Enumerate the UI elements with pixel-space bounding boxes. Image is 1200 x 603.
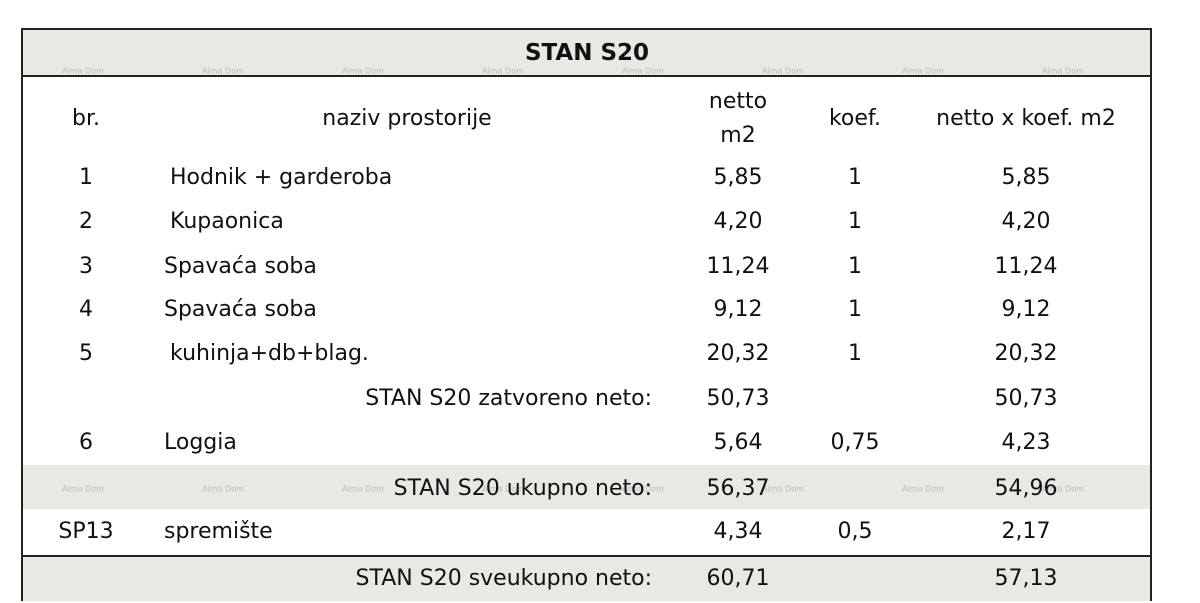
netto-value: 11,24 [706, 254, 770, 279]
watermark: Alma Dom [342, 484, 384, 494]
total-value: 54,96 [994, 476, 1058, 501]
table-title: STAN S20 [524, 40, 650, 66]
row-number: 6 [79, 430, 93, 455]
room-name: Loggia [164, 430, 237, 455]
room-name: Spavaća soba [164, 254, 317, 279]
total-value: 50,73 [994, 386, 1058, 411]
total-value: 11,24 [994, 254, 1058, 279]
room-name: Spavaća soba [164, 297, 317, 322]
room-name: kuhinja+db+blag. [170, 341, 369, 366]
watermark: Alma Dom [202, 484, 244, 494]
koef-value: 1 [848, 341, 862, 366]
summary-label: STAN S20 zatvoreno neto: [365, 386, 652, 411]
row-number: 4 [79, 297, 93, 322]
row-number: 2 [79, 209, 93, 234]
koef-value: 1 [848, 297, 862, 322]
row-number: 1 [79, 165, 93, 190]
summary-label: STAN S20 sveukupno neto: [355, 566, 652, 591]
row-number: 3 [79, 254, 93, 279]
title-bg [23, 30, 1150, 77]
netto-value: 20,32 [706, 341, 770, 366]
netto-value: 50,73 [706, 386, 770, 411]
row-bg [23, 465, 1150, 509]
header-cell: koef. [828, 106, 882, 131]
header-cell: naziv prostorije [322, 106, 492, 131]
watermark: Alma Dom [1042, 66, 1084, 76]
netto-value: 60,71 [706, 566, 770, 591]
koef-value: 0,75 [830, 430, 880, 455]
room-name: spremište [164, 519, 273, 544]
watermark: Alma Dom [762, 484, 804, 494]
total-value: 2,17 [1001, 519, 1051, 544]
row-number: SP13 [58, 519, 114, 544]
total-value: 9,12 [1001, 297, 1051, 322]
room-name: Hodnik + garderoba [170, 165, 393, 190]
watermark: Alma Dom [902, 66, 944, 76]
netto-value: 5,85 [713, 165, 763, 190]
koef-value: 1 [848, 165, 862, 190]
table: Alma Dom Alma Dom Alma Dom Alma Dom Alma Dom… [21, 28, 1152, 601]
koef-value: 0,5 [837, 519, 873, 544]
watermark: Alma Dom [1042, 484, 1084, 494]
koef-value: 1 [848, 254, 862, 279]
row-bg [23, 555, 1150, 601]
total-value: 57,13 [994, 566, 1058, 591]
total-value: 20,32 [994, 341, 1058, 366]
watermark: Alma Dom [202, 66, 244, 76]
netto-value: 9,12 [713, 297, 763, 322]
watermark: Alma Dom [622, 484, 664, 494]
netto-value: 4,34 [713, 519, 763, 544]
header-cell: netto x koef. m2 [936, 106, 1116, 131]
watermark: Alma Dom [342, 66, 384, 76]
total-value: 5,85 [1001, 165, 1051, 190]
watermark: Alma Dom [62, 484, 104, 494]
watermark: Alma Dom [482, 484, 524, 494]
room-name: Kupaonica [170, 209, 284, 234]
header-cell: br. [72, 106, 100, 131]
watermark: Alma Dom [762, 66, 804, 76]
koef-value: 1 [848, 209, 862, 234]
total-value: 4,23 [1001, 430, 1051, 455]
row-number: 5 [79, 341, 93, 366]
header-cell: netto m2 [708, 89, 768, 148]
watermark: Alma Dom [902, 484, 944, 494]
netto-value: 5,64 [713, 430, 763, 455]
total-value: 4,20 [1001, 209, 1051, 234]
watermark: Alma Dom [482, 66, 524, 76]
watermark: Alma Dom [62, 66, 104, 76]
watermark: Alma Dom [622, 66, 664, 76]
netto-value: 56,37 [706, 476, 770, 501]
netto-value: 4,20 [713, 209, 763, 234]
summary-label: STAN S20 ukupno neto: [393, 476, 652, 501]
